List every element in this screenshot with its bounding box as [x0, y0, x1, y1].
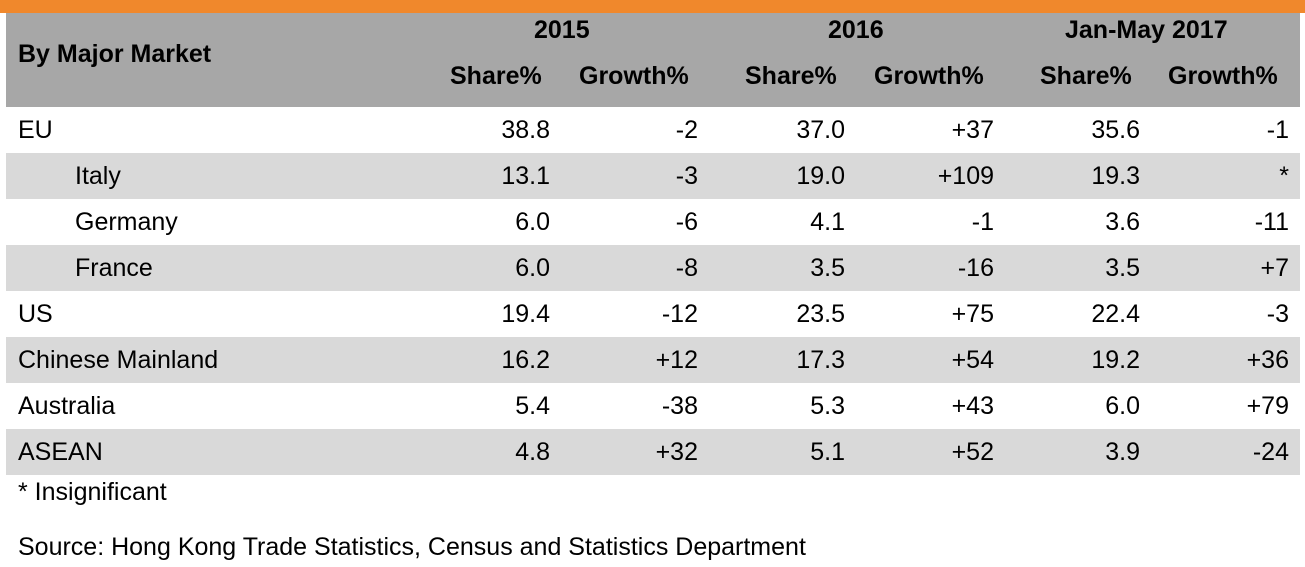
market-label: ASEAN [18, 438, 103, 466]
cell-share-2015: 16.2 [501, 346, 550, 374]
cell-growth-2017: +36 [1246, 346, 1289, 374]
cell-growth-2017: * [1279, 162, 1289, 190]
market-label: Chinese Mainland [18, 346, 219, 374]
cell-growth-2015: -8 [675, 254, 698, 282]
cell-share-2015: 19.4 [501, 300, 550, 328]
cell-growth-2015: +32 [655, 438, 698, 466]
table-row: Germany 6.0 -6 4.1 -1 3.6 -11 [6, 199, 1300, 245]
cell-growth-2016: +37 [951, 116, 994, 144]
cell-share-2017: 19.2 [1091, 346, 1140, 374]
cell-share-2016: 5.1 [810, 438, 845, 466]
cell-share-2016: 17.3 [796, 346, 845, 374]
col-share-2015: Share% [450, 62, 542, 90]
cell-share-2015: 6.0 [515, 254, 550, 282]
cell-growth-2015: -3 [675, 162, 698, 190]
cell-share-2016: 19.0 [796, 162, 845, 190]
col-share-2016: Share% [745, 62, 837, 90]
cell-share-2016: 23.5 [796, 300, 845, 328]
table-row: Chinese Mainland 16.2 +12 17.3 +54 19.2 +36 [6, 337, 1300, 383]
market-label: France [75, 254, 153, 282]
cell-share-2015: 5.4 [515, 392, 550, 420]
table-row: US 19.4 -12 23.5 +75 22.4 -3 [6, 291, 1300, 337]
cell-share-2015: 4.8 [515, 438, 550, 466]
cell-share-2015: 38.8 [501, 116, 550, 144]
market-label: Italy [75, 162, 121, 190]
table-row: Australia 5.4 -38 5.3 +43 6.0 +79 [6, 383, 1300, 429]
cell-growth-2015: -6 [675, 208, 698, 236]
cell-share-2016: 4.1 [810, 208, 845, 236]
cell-share-2017: 22.4 [1091, 300, 1140, 328]
col-share-2017: Share% [1040, 62, 1132, 90]
period-2016: 2016 [828, 16, 884, 44]
cell-growth-2015: +12 [655, 346, 698, 374]
cell-growth-2016: -1 [971, 208, 994, 236]
cell-growth-2016: +109 [937, 162, 994, 190]
cell-growth-2017: -3 [1266, 300, 1289, 328]
cell-share-2017: 3.9 [1105, 438, 1140, 466]
market-label: US [18, 300, 53, 328]
market-label: Germany [75, 208, 178, 236]
table-row: France 6.0 -8 3.5 -16 3.5 +7 [6, 245, 1300, 291]
cell-growth-2016: -16 [957, 254, 994, 282]
cell-share-2016: 37.0 [796, 116, 845, 144]
cell-growth-2017: +7 [1260, 254, 1289, 282]
cell-share-2016: 3.5 [810, 254, 845, 282]
cell-growth-2017: -24 [1252, 438, 1289, 466]
cell-share-2017: 19.3 [1091, 162, 1140, 190]
table-row: EU 38.8 -2 37.0 +37 35.6 -1 [6, 107, 1300, 153]
period-jan-may-2017: Jan-May 2017 [1065, 16, 1228, 44]
cell-growth-2017: -11 [1254, 208, 1289, 236]
period-2015: 2015 [534, 16, 590, 44]
cell-growth-2016: +54 [951, 346, 994, 374]
cell-growth-2016: +43 [951, 392, 994, 420]
cell-share-2015: 6.0 [515, 208, 550, 236]
table-header: By Major Market 2015 2016 Jan-May 2017 S… [6, 13, 1300, 107]
table-row: ASEAN 4.8 +32 5.1 +52 3.9 -24 [6, 429, 1300, 475]
source-note: Source: Hong Kong Trade Statistics, Cens… [18, 533, 806, 561]
cell-share-2017: 3.5 [1105, 254, 1140, 282]
cell-share-2016: 5.3 [810, 392, 845, 420]
cell-growth-2017: -1 [1266, 116, 1289, 144]
cell-share-2017: 3.6 [1105, 208, 1140, 236]
table-row: Italy 13.1 -3 19.0 +109 19.3 * [6, 153, 1300, 199]
cell-share-2017: 6.0 [1105, 392, 1140, 420]
market-label: Australia [18, 392, 116, 420]
cell-share-2015: 13.1 [501, 162, 550, 190]
cell-growth-2017: +79 [1246, 392, 1289, 420]
col-growth-2016: Growth% [874, 62, 984, 90]
footnote: * Insignificant [18, 478, 167, 506]
col-growth-2015: Growth% [579, 62, 689, 90]
cell-share-2017: 35.6 [1091, 116, 1140, 144]
cell-growth-2016: +52 [951, 438, 994, 466]
cell-growth-2016: +75 [951, 300, 994, 328]
market-label: EU [18, 116, 53, 144]
orange-accent-bar [0, 0, 1305, 13]
cell-growth-2015: -38 [661, 392, 698, 420]
cell-growth-2015: -2 [675, 116, 698, 144]
col-growth-2017: Growth% [1168, 62, 1278, 90]
cell-growth-2015: -12 [661, 300, 698, 328]
table-title: By Major Market [18, 40, 212, 68]
